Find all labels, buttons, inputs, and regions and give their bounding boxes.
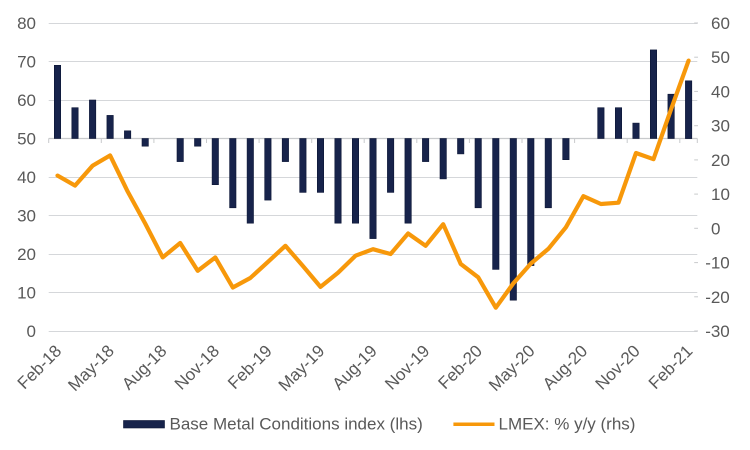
svg-text:0: 0	[27, 322, 36, 341]
svg-text:Base Metal Conditions index (l: Base Metal Conditions index (lhs)	[170, 415, 423, 434]
svg-text:60: 60	[17, 91, 36, 110]
svg-text:LMEX: % y/y (rhs): LMEX: % y/y (rhs)	[499, 415, 636, 434]
svg-text:30: 30	[711, 117, 730, 136]
svg-text:70: 70	[17, 53, 36, 72]
svg-text:40: 40	[711, 82, 730, 101]
svg-text:-20: -20	[705, 288, 730, 307]
svg-text:-30: -30	[705, 322, 730, 341]
svg-text:30: 30	[17, 207, 36, 226]
svg-text:50: 50	[711, 48, 730, 67]
svg-text:0: 0	[711, 219, 720, 238]
svg-text:10: 10	[17, 284, 36, 303]
svg-text:60: 60	[711, 14, 730, 33]
svg-text:-10: -10	[705, 254, 730, 273]
svg-text:50: 50	[17, 130, 36, 149]
svg-text:40: 40	[17, 168, 36, 187]
svg-text:80: 80	[17, 14, 36, 33]
svg-text:10: 10	[711, 185, 730, 204]
svg-text:20: 20	[17, 245, 36, 264]
svg-text:20: 20	[711, 151, 730, 170]
